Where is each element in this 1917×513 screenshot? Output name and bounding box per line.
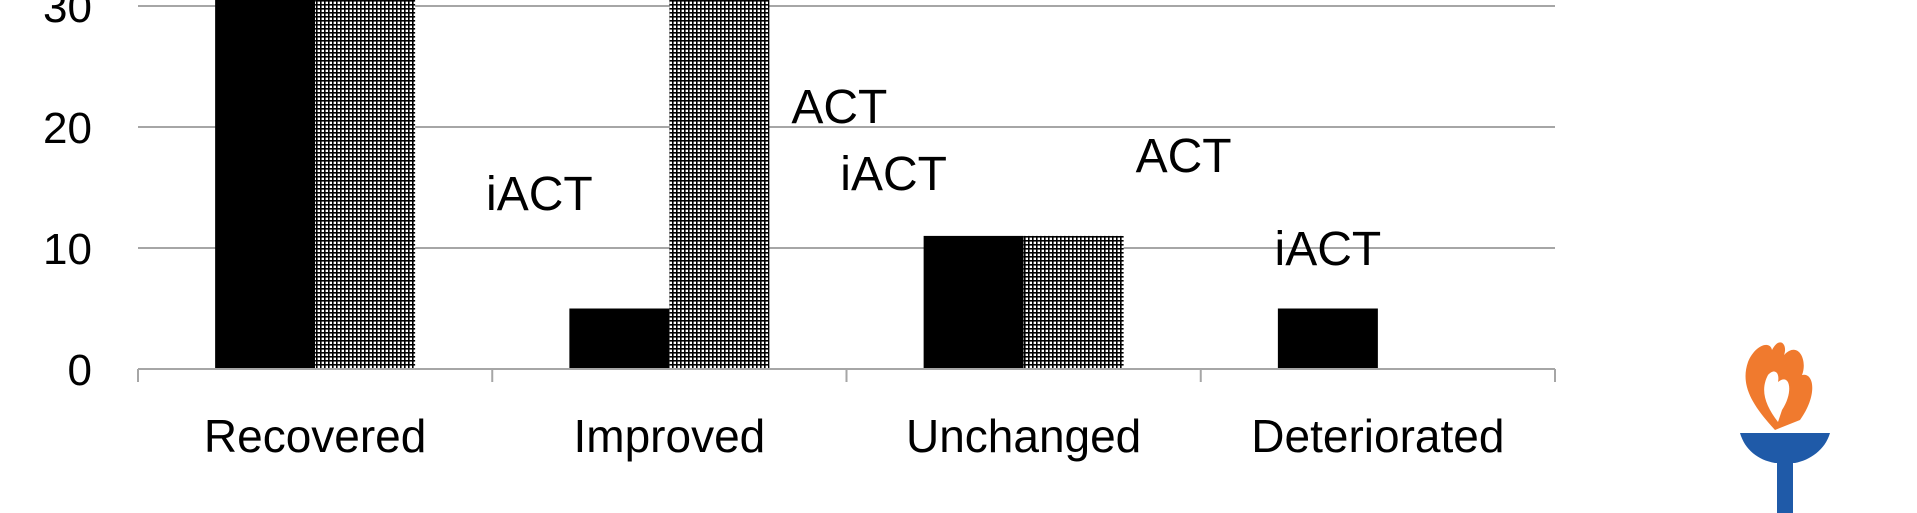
flame-inner [1764, 371, 1790, 422]
bar-label: iACT [1275, 223, 1382, 276]
x-axis [137, 368, 1556, 382]
labels: 0 10 20 30 Recovered Improved Unchanged Deterio… [43, 0, 1504, 462]
bar-label: iACT [840, 148, 947, 201]
bar-recovered-series-2 [315, 0, 416, 369]
bar-improved-series-1 [569, 308, 670, 369]
y-tick-label: 30 [43, 0, 92, 32]
bar-label: ACT [1136, 130, 1232, 183]
y-tick-label: 20 [43, 104, 92, 153]
category-label: Improved [574, 410, 766, 462]
bar-recovered-series-1 [215, 0, 316, 369]
bar-deteriorated-series-1 [1277, 308, 1378, 369]
bar-unchanged-series-2 [1023, 235, 1124, 369]
torch-handle [1777, 460, 1793, 513]
bar-unchanged-series-1 [923, 235, 1024, 369]
bar-label: ACT [791, 81, 887, 134]
torch-logo [1740, 342, 1830, 513]
bars [215, 0, 1378, 369]
category-label: Unchanged [906, 410, 1141, 462]
torch-cup [1740, 433, 1830, 463]
bar-label: iACT [486, 168, 593, 221]
category-label: Deteriorated [1251, 410, 1504, 462]
y-tick-label: 0 [68, 346, 92, 395]
category-label: Recovered [204, 410, 426, 462]
bar-improved-series-2 [669, 0, 770, 369]
y-tick-label: 10 [43, 225, 92, 274]
